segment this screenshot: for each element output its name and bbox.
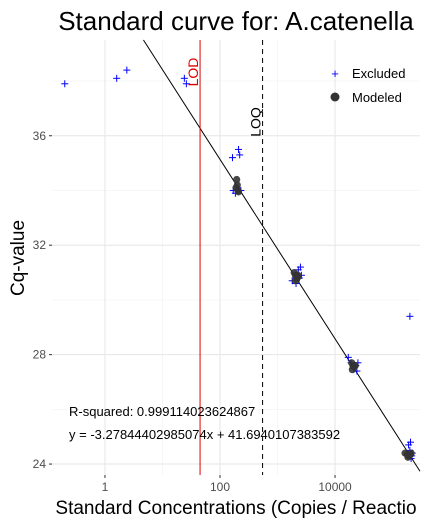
chart-title: Standard curve for: A.catenella bbox=[58, 6, 414, 36]
regression-annotations: R-squared: 0.999114023624867 y = -3.2784… bbox=[69, 404, 340, 442]
y-axis-ticks: 24 28 32 36 bbox=[33, 129, 52, 471]
x-axis-title: Standard Concentrations (Copies / Reacti… bbox=[55, 498, 416, 519]
loq-label: LOQ bbox=[248, 107, 264, 137]
excluded-point bbox=[123, 66, 131, 74]
legend-plus-marker: + bbox=[331, 66, 339, 81]
excluded-point bbox=[180, 74, 188, 82]
excluded-point bbox=[406, 312, 414, 320]
excluded-point bbox=[406, 438, 414, 446]
excluded-point bbox=[236, 151, 244, 159]
modeled-point bbox=[351, 361, 359, 370]
legend-item-modeled: Modeled bbox=[330, 90, 402, 105]
x-tick-label: 1 bbox=[102, 480, 109, 494]
legend-item-excluded: + Excluded bbox=[331, 66, 405, 81]
plot-background bbox=[52, 40, 420, 475]
excluded-point bbox=[113, 74, 121, 82]
excluded-point bbox=[344, 353, 352, 361]
r-squared-label: R-squared: 0.999114023624867 bbox=[69, 404, 255, 419]
x-tick-label: 10000 bbox=[318, 480, 352, 494]
excluded-point bbox=[182, 80, 190, 88]
y-tick-label: 28 bbox=[33, 348, 47, 362]
legend-circle-marker bbox=[330, 92, 340, 102]
data-points bbox=[61, 66, 416, 463]
y-tick-label: 36 bbox=[33, 129, 47, 143]
y-tick-label: 24 bbox=[33, 457, 47, 471]
threshold-lines: LOD LOQ bbox=[185, 40, 264, 475]
legend-label-excluded: Excluded bbox=[352, 66, 405, 81]
regression-line-group bbox=[143, 39, 421, 472]
excluded-point bbox=[296, 263, 304, 271]
grid-lines bbox=[52, 40, 420, 475]
modeled-point bbox=[233, 175, 241, 184]
x-tick-label: 100 bbox=[210, 480, 230, 494]
modeled-point bbox=[232, 184, 240, 192]
legend: + Excluded Modeled bbox=[330, 66, 405, 105]
modeled-point bbox=[407, 449, 415, 457]
lod-label: LOD bbox=[185, 58, 201, 87]
excluded-point bbox=[61, 80, 69, 88]
regression-line bbox=[143, 39, 421, 472]
legend-label-modeled: Modeled bbox=[352, 90, 402, 105]
x-axis-ticks: 1 100 10000 bbox=[102, 475, 352, 494]
y-axis-title: Cq-value bbox=[8, 220, 29, 296]
plot-area: LOD LOQ bbox=[52, 39, 421, 475]
axes: 1 100 10000 24 28 32 36 bbox=[33, 129, 352, 494]
y-tick-label: 32 bbox=[33, 238, 47, 252]
excluded-point bbox=[229, 154, 237, 162]
modeled-point bbox=[294, 273, 302, 281]
excluded-point bbox=[235, 145, 243, 153]
equation-label: y = -3.27844402985074x + 41.694010738359… bbox=[69, 427, 340, 442]
